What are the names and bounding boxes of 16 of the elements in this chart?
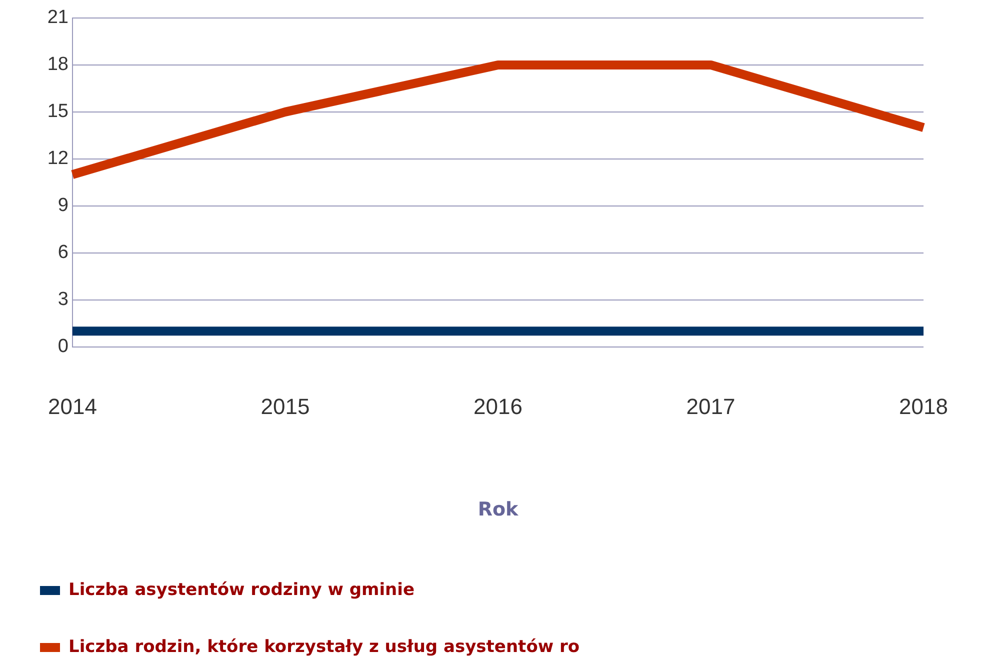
y-tick-label: 9 bbox=[58, 195, 68, 216]
y-tick-label: 15 bbox=[47, 101, 68, 122]
y-tick-label: 21 bbox=[47, 7, 68, 28]
y-tick-label: 12 bbox=[47, 148, 68, 170]
x-tick-label: 2016 bbox=[474, 394, 522, 420]
y-tick-label: 6 bbox=[58, 242, 68, 264]
x-tick-label: 2014 bbox=[48, 394, 97, 420]
x-tick-label: 2018 bbox=[899, 394, 948, 420]
y-tick-label: 0 bbox=[58, 336, 68, 358]
legend-label: Liczba asystentów rodziny w gminie bbox=[68, 580, 415, 600]
x-tick-label: 2015 bbox=[260, 394, 310, 420]
x-tick-label: 2017 bbox=[686, 394, 736, 420]
y-tick-label: 3 bbox=[58, 289, 68, 310]
legend-label: Liczba rodzin, które korzystały z usług asystentów ro bbox=[68, 636, 580, 657]
y-tick-label: 18 bbox=[47, 54, 68, 76]
x-axis-title: Rok bbox=[478, 498, 519, 521]
